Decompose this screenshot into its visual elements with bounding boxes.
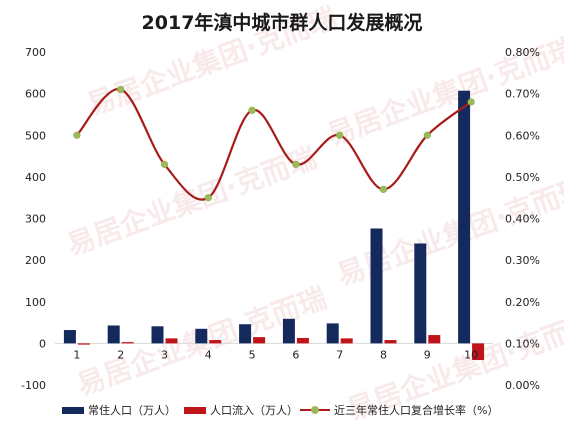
y-right-tick-label: 0.80% <box>505 46 540 59</box>
y-right-tick-label: 0.00% <box>505 379 540 392</box>
legend-label-growth: 近三年常住人口复合增长率（%） <box>334 404 499 417</box>
bar-population <box>239 324 252 344</box>
legend-label-inflow: 人口流入（万人） <box>210 404 298 417</box>
legend-label-population: 常住人口（万人） <box>88 404 176 417</box>
y-right-tick-label: 0.60% <box>505 129 540 142</box>
growth-rate-line <box>76 88 472 201</box>
growth-rate-point <box>248 106 256 114</box>
chart-plot: -100 0 100 200 300 400 500 600 700 0.00% 0.10% 0.20… <box>21 46 540 392</box>
x-tick-label: 10 <box>464 348 478 361</box>
legend-item-growth: 近三年常住人口复合增长率（%） <box>300 402 498 418</box>
legend-swatch-inflow <box>184 406 206 414</box>
bar-inflow <box>77 343 90 345</box>
bar-inflow <box>428 335 441 344</box>
y-left-tick-label: 600 <box>25 88 46 101</box>
growth-rate-point <box>467 98 475 106</box>
y-right-tick-label: 0.10% <box>505 337 540 350</box>
legend-item-population: 常住人口（万人） <box>62 402 176 418</box>
bar-population <box>370 228 383 344</box>
legend-swatch-population <box>62 406 84 414</box>
x-tick-label: 6 <box>292 348 299 361</box>
growth-rate-point <box>160 160 169 168</box>
legend-item-inflow: 人口流入（万人） <box>184 402 298 418</box>
legend: 常住人口（万人） 人口流入（万人） 近三年常住人口复合增长率（%） <box>0 400 564 420</box>
bar-inflow <box>340 338 353 344</box>
y-left-tick-label: 0 <box>39 337 46 350</box>
y-left-tick-label: 100 <box>25 296 46 309</box>
growth-rate-point <box>204 194 212 202</box>
x-tick-label: 7 <box>336 348 343 361</box>
y-left-tick-label: 400 <box>25 171 46 184</box>
chart-title: 2017年滇中城市群人口发展概况 <box>141 12 423 34</box>
y-left-tick-label: -100 <box>21 379 46 392</box>
y-right-tick-label: 0.20% <box>505 296 540 309</box>
x-tick-label: 3 <box>161 348 168 361</box>
y-left-tick-label: 500 <box>25 129 46 142</box>
growth-rate-point <box>73 131 81 139</box>
growth-rate-point <box>292 160 300 168</box>
bar-inflow <box>472 343 485 361</box>
y-left-tick-label: 700 <box>25 46 46 59</box>
bar-population <box>414 243 427 344</box>
y-right-tick-label: 0.40% <box>505 213 540 226</box>
bar-population <box>195 328 208 344</box>
growth-rate-point <box>117 85 125 94</box>
x-tick-label: 1 <box>73 348 80 361</box>
bar-inflow <box>296 337 309 344</box>
growth-rate-point <box>336 131 344 139</box>
x-tick-label: 9 <box>424 348 431 361</box>
y-right-tick-label: 0.50% <box>505 171 540 184</box>
bar-inflow <box>384 340 397 344</box>
x-tick-label: 5 <box>249 348 256 361</box>
y-left-tick-label: 300 <box>25 213 46 226</box>
x-tick-label: 2 <box>117 348 124 361</box>
bar-inflow <box>209 340 222 344</box>
x-tick-label: 8 <box>380 348 387 361</box>
legend-swatch-growth <box>300 404 330 416</box>
bar-population <box>151 326 164 344</box>
growth-rate-point <box>423 131 431 139</box>
bar-inflow <box>253 337 266 344</box>
bar-population <box>107 325 120 344</box>
bar-population <box>63 330 76 344</box>
y-right-tick-label: 0.70% <box>505 88 540 101</box>
bar-population <box>458 90 471 344</box>
y-left-tick-label: 200 <box>25 254 46 267</box>
y-right-tick-label: 0.30% <box>505 254 540 267</box>
bar-population <box>326 323 339 344</box>
x-tick-label: 4 <box>205 348 212 361</box>
growth-rate-point <box>379 185 388 193</box>
bar-population <box>282 318 295 344</box>
bar-inflow <box>121 342 134 344</box>
bar-inflow <box>165 338 178 344</box>
